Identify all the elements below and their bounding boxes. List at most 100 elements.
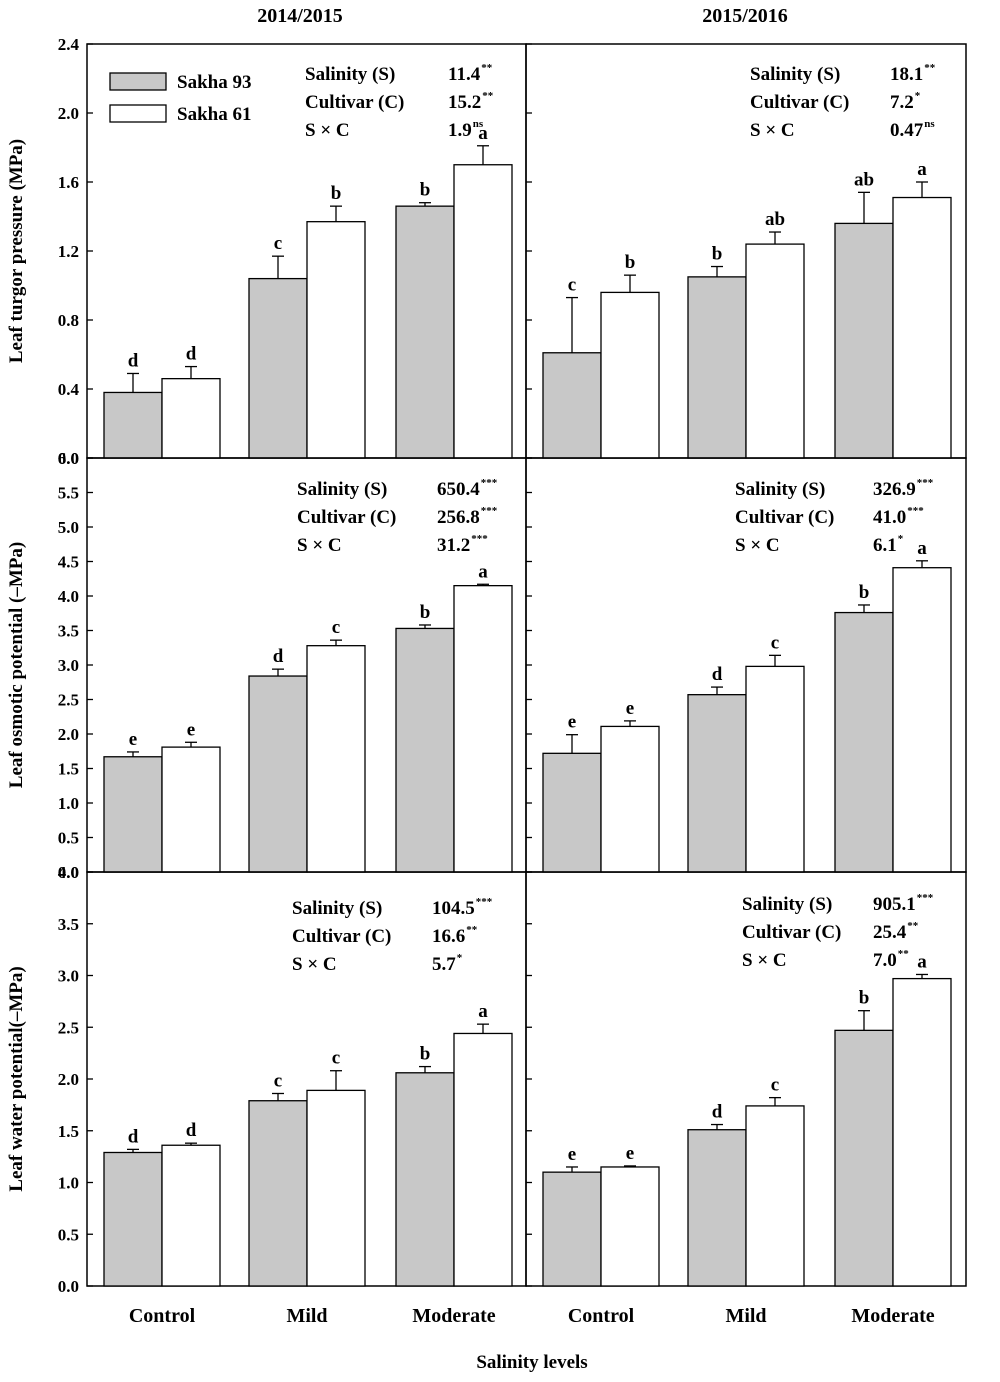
significance-letter: d <box>128 350 139 371</box>
anova-value: 905.1 <box>873 894 916 915</box>
bar-sakha-93-control <box>542 352 602 459</box>
y-tick-label-p4: 1.5 <box>58 1122 79 1141</box>
significance-letter: b <box>420 602 431 623</box>
anova-significance: * <box>457 952 463 964</box>
significance-letter: c <box>332 617 340 638</box>
anova-significance: *** <box>476 896 493 908</box>
year-title-left: 2014/2015 <box>257 5 343 27</box>
anova-significance: *** <box>917 892 934 904</box>
anova-value: 31.2 <box>437 535 470 556</box>
significance-letter: e <box>626 1143 634 1164</box>
anova-value: 15.2 <box>448 92 481 113</box>
significance-letter: c <box>274 1070 282 1091</box>
bar-sakha-93-control <box>542 1171 602 1287</box>
significance-letter: e <box>187 719 195 740</box>
x-category-label: Control <box>129 1305 196 1327</box>
legend-swatch-sakha-61 <box>109 104 167 123</box>
anova-value: 650.4 <box>437 479 480 500</box>
bar-sakha-61-control <box>161 1144 221 1287</box>
anova-significance: *** <box>471 533 488 545</box>
anova-label: Cultivar (C) <box>735 507 834 528</box>
anova-label: Salinity (S) <box>750 64 840 85</box>
anova-label: Cultivar (C) <box>297 507 396 528</box>
anova-label: Salinity (S) <box>292 898 382 919</box>
y-tick-label-p0: 0.8 <box>58 311 79 330</box>
anova-significance: ** <box>466 924 478 936</box>
y-tick-label-p4: 3.5 <box>58 915 79 934</box>
bar-sakha-61-mild <box>745 243 805 459</box>
anova-label: Salinity (S) <box>305 64 395 85</box>
significance-letter: a <box>478 1001 488 1022</box>
legend-label-sakha-93: Sakha 93 <box>177 72 251 93</box>
anova-value: 41.0 <box>873 507 906 528</box>
bar-sakha-93-control <box>103 1151 163 1287</box>
anova-label: Salinity (S) <box>297 479 387 500</box>
anova-label: S × C <box>735 535 780 556</box>
y-tick-label-p2: 0.5 <box>58 829 79 848</box>
bar-sakha-61-moderate <box>892 567 952 873</box>
y-tick-label-p0: 2.4 <box>58 35 80 54</box>
significance-letter: a <box>917 159 927 180</box>
bar-sakha-93-moderate <box>395 627 455 873</box>
y-tick-label-p0: 0.4 <box>58 380 80 399</box>
y-tick-label-p4: 0.5 <box>58 1225 79 1244</box>
significance-letter: d <box>128 1126 139 1147</box>
significance-letter: ab <box>765 209 785 230</box>
bar-sakha-61-control <box>600 725 660 873</box>
bar-sakha-61-control <box>600 1166 660 1287</box>
anova-label: Cultivar (C) <box>750 92 849 113</box>
y-tick-label-p4: 3.0 <box>58 967 79 986</box>
significance-letter: b <box>712 244 723 265</box>
anova-label: S × C <box>750 120 795 141</box>
anova-label: Salinity (S) <box>742 894 832 915</box>
significance-letter: d <box>186 1120 197 1141</box>
significance-letter: c <box>771 1075 779 1096</box>
anova-value: 7.0 <box>873 950 897 971</box>
y-tick-label-p2: 2.5 <box>58 691 79 710</box>
anova-value: 25.4 <box>873 922 907 943</box>
y-tick-label-p2: 4.0 <box>58 587 79 606</box>
bar-sakha-93-moderate <box>834 1029 894 1287</box>
significance-letter: c <box>568 275 576 296</box>
anova-label: Cultivar (C) <box>305 92 404 113</box>
y-tick-label-p0: 0.0 <box>58 449 79 468</box>
bar-sakha-93-mild <box>248 1100 308 1287</box>
anova-value: 326.9 <box>873 479 916 500</box>
y-tick-label-p2: 1.5 <box>58 760 79 779</box>
y-tick-label-p2: 2.0 <box>58 725 79 744</box>
bar-sakha-93-control <box>542 752 602 873</box>
bar-sakha-61-moderate <box>892 977 952 1287</box>
significance-letter: d <box>186 344 197 365</box>
bar-sakha-93-control <box>103 756 163 873</box>
significance-letter: b <box>859 988 870 1009</box>
bar-sakha-93-mild <box>687 1129 747 1287</box>
anova-value: 16.6 <box>432 926 465 947</box>
significance-letter: e <box>626 698 634 719</box>
y-tick-label-p4: 2.0 <box>58 1070 79 1089</box>
anova-significance: ** <box>898 948 910 960</box>
legend-label-sakha-61: Sakha 61 <box>177 104 251 125</box>
legend-swatch-sakha-93 <box>109 72 167 91</box>
anova-significance: *** <box>481 505 498 517</box>
y-tick-label-p0: 1.6 <box>58 173 79 192</box>
y-tick-label-p2: 1.0 <box>58 794 79 813</box>
significance-letter: e <box>568 712 576 733</box>
bar-sakha-61-mild <box>745 665 805 873</box>
anova-significance: ** <box>482 90 494 102</box>
anova-label: Cultivar (C) <box>292 926 391 947</box>
anova-significance: * <box>898 533 904 545</box>
year-title-right: 2015/2016 <box>702 5 788 27</box>
x-category-label: Mild <box>725 1305 766 1327</box>
y-axis-title-p0: Leaf turgor pressure (MPa) <box>6 139 27 363</box>
significance-letter: a <box>917 538 927 559</box>
bar-sakha-61-moderate <box>453 164 513 459</box>
legend: Sakha 93 Sakha 61 <box>109 72 251 125</box>
anova-value: 11.4 <box>448 64 481 85</box>
bar-sakha-93-moderate <box>834 611 894 873</box>
y-tick-label-p2: 5.0 <box>58 518 79 537</box>
y-tick-label-p0: 2.0 <box>58 104 79 123</box>
bar-sakha-61-mild <box>745 1105 805 1287</box>
bar-sakha-61-mild <box>306 221 366 459</box>
significance-letter: d <box>712 1102 723 1123</box>
